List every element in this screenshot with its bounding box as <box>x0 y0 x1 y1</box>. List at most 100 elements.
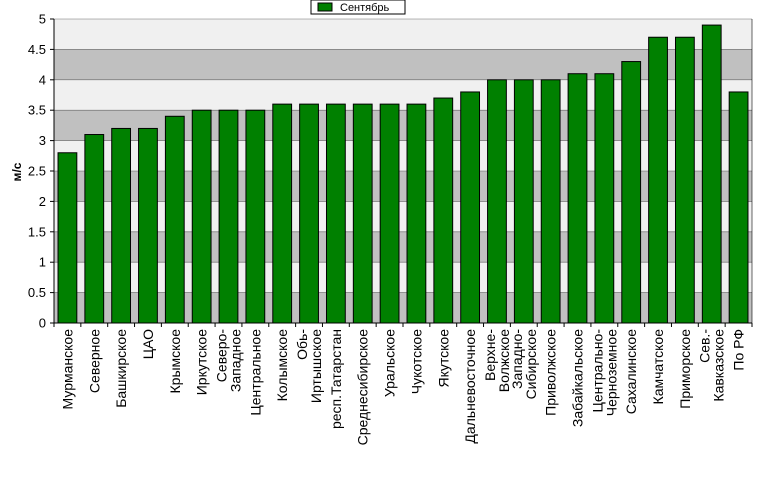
x-category-label-line: Уральское <box>382 329 398 397</box>
x-category-label-line: Приволжское <box>543 329 559 416</box>
x-category-label: Уральское <box>382 329 398 397</box>
x-category-label-line: Сахалинское <box>623 329 639 414</box>
x-category-label-line: Северо- <box>214 329 230 383</box>
x-category-label: Якутское <box>435 329 451 388</box>
x-category-label-line: Северное <box>86 329 102 393</box>
bar <box>379 103 400 324</box>
x-category-label-line: По РФ <box>731 329 747 371</box>
y-axis-title: м/с <box>10 162 24 181</box>
bar <box>487 79 507 324</box>
x-category-label: Обь-Иртышское <box>294 329 324 403</box>
x-category-label-line: Мурманское <box>59 329 75 410</box>
x-category-label-line: Башкирское <box>113 329 129 408</box>
x-category-label: Мурманское <box>59 329 75 410</box>
x-category-label: Приморское <box>677 329 693 409</box>
x-category-label: Иркутское <box>194 329 210 395</box>
bar <box>57 152 78 324</box>
y-tick-label: 5 <box>39 12 46 27</box>
x-category-label: Сахалинское <box>623 329 639 414</box>
legend[interactable]: Сентябрь <box>310 0 406 15</box>
bar <box>567 73 588 324</box>
bar <box>621 61 642 324</box>
x-category-label-line: ЦАО <box>140 329 156 359</box>
x-category-label: Центрально-Черноземное <box>589 329 619 417</box>
x-category-label: По РФ <box>731 329 747 371</box>
bar <box>540 79 561 324</box>
axes <box>50 18 753 327</box>
x-category-label-line: Камчатское <box>650 329 666 405</box>
bar <box>325 103 346 324</box>
plot-band <box>54 262 752 293</box>
y-tick-label: 1 <box>39 255 46 270</box>
plot-band <box>54 79 752 111</box>
x-category-label: Северо-Западное <box>214 329 244 392</box>
x-category-label-line: Якутское <box>435 329 451 388</box>
x-category-label-line: Чукотское <box>408 329 424 394</box>
x-category-label-line: Иртышское <box>308 329 324 403</box>
bar <box>84 134 105 324</box>
x-category-label-line: Среднесибирское <box>355 329 371 446</box>
x-category-label: Колымское <box>274 329 290 402</box>
x-category-label-line: Западно- <box>509 329 525 389</box>
y-tick-label: 4 <box>39 72 46 87</box>
y-tick-label: 4.5 <box>28 42 46 57</box>
x-category-label: Дальневосточное <box>462 329 478 444</box>
bar <box>728 91 749 324</box>
x-category-label-line: Обь- <box>294 329 310 360</box>
x-category-label-line: Кавказское <box>711 329 727 402</box>
x-category-label-line: Черноземное <box>603 329 619 416</box>
x-category-label-line: Центрально- <box>589 329 605 413</box>
bar <box>299 103 319 324</box>
x-category-label: Северное <box>86 329 102 393</box>
bar <box>245 109 266 324</box>
bar <box>218 109 239 324</box>
x-category-label: Западно-Сибирское <box>509 329 539 400</box>
y-tick-label: 3.5 <box>28 103 46 118</box>
legend-label: Сентябрь <box>340 2 390 14</box>
bar <box>272 103 293 324</box>
plot-band <box>54 201 752 232</box>
x-category-label: ЦАО <box>140 329 156 359</box>
x-category-label-line: Крымское <box>167 329 183 394</box>
bar <box>111 127 132 324</box>
bar <box>648 36 668 324</box>
bar <box>164 115 185 324</box>
x-category-label-line: Волжское <box>496 329 512 392</box>
bar <box>513 79 534 324</box>
x-category-label: Приволжское <box>543 329 559 416</box>
y-tick-label: 1.5 <box>28 224 46 239</box>
x-category-label: Среднесибирское <box>355 329 371 446</box>
x-category-labels: Мурманское Северное Башкирское ЦАО Крымское И… <box>59 329 746 446</box>
x-category-label: Башкирское <box>113 329 129 408</box>
x-category-label: Забайкальское <box>570 329 586 427</box>
x-category-label-line: Забайкальское <box>570 329 586 427</box>
bar <box>674 36 695 324</box>
legend-swatch <box>317 2 333 12</box>
x-category-label-line: Сибирское <box>523 329 539 400</box>
y-tick-label: 3 <box>39 133 46 148</box>
plot-band <box>54 19 752 50</box>
legend-box <box>310 0 406 15</box>
bars <box>57 24 749 324</box>
bar <box>460 91 481 324</box>
x-category-label: респ.Татарстан <box>328 329 344 429</box>
x-category-label: Центральное <box>247 329 263 416</box>
x-category-label-line: Западное <box>228 329 244 392</box>
bar <box>433 97 454 324</box>
x-category-label-line: Верхне- <box>482 329 498 381</box>
x-category-label: Камчатское <box>650 329 666 405</box>
x-category-label-line: Дальневосточное <box>462 329 478 444</box>
x-category-label-line: Колымское <box>274 329 290 402</box>
bar <box>406 103 427 324</box>
x-category-label-line: Иркутское <box>194 329 210 395</box>
x-category-label: Крымское <box>167 329 183 394</box>
bar <box>701 24 722 324</box>
x-category-label-line: респ.Татарстан <box>328 329 344 429</box>
y-tick-label: 0 <box>39 316 46 331</box>
y-tick-label: 2.5 <box>28 164 46 179</box>
bar <box>138 127 158 324</box>
x-category-label-line: Центральное <box>247 329 263 416</box>
bar <box>594 73 615 324</box>
